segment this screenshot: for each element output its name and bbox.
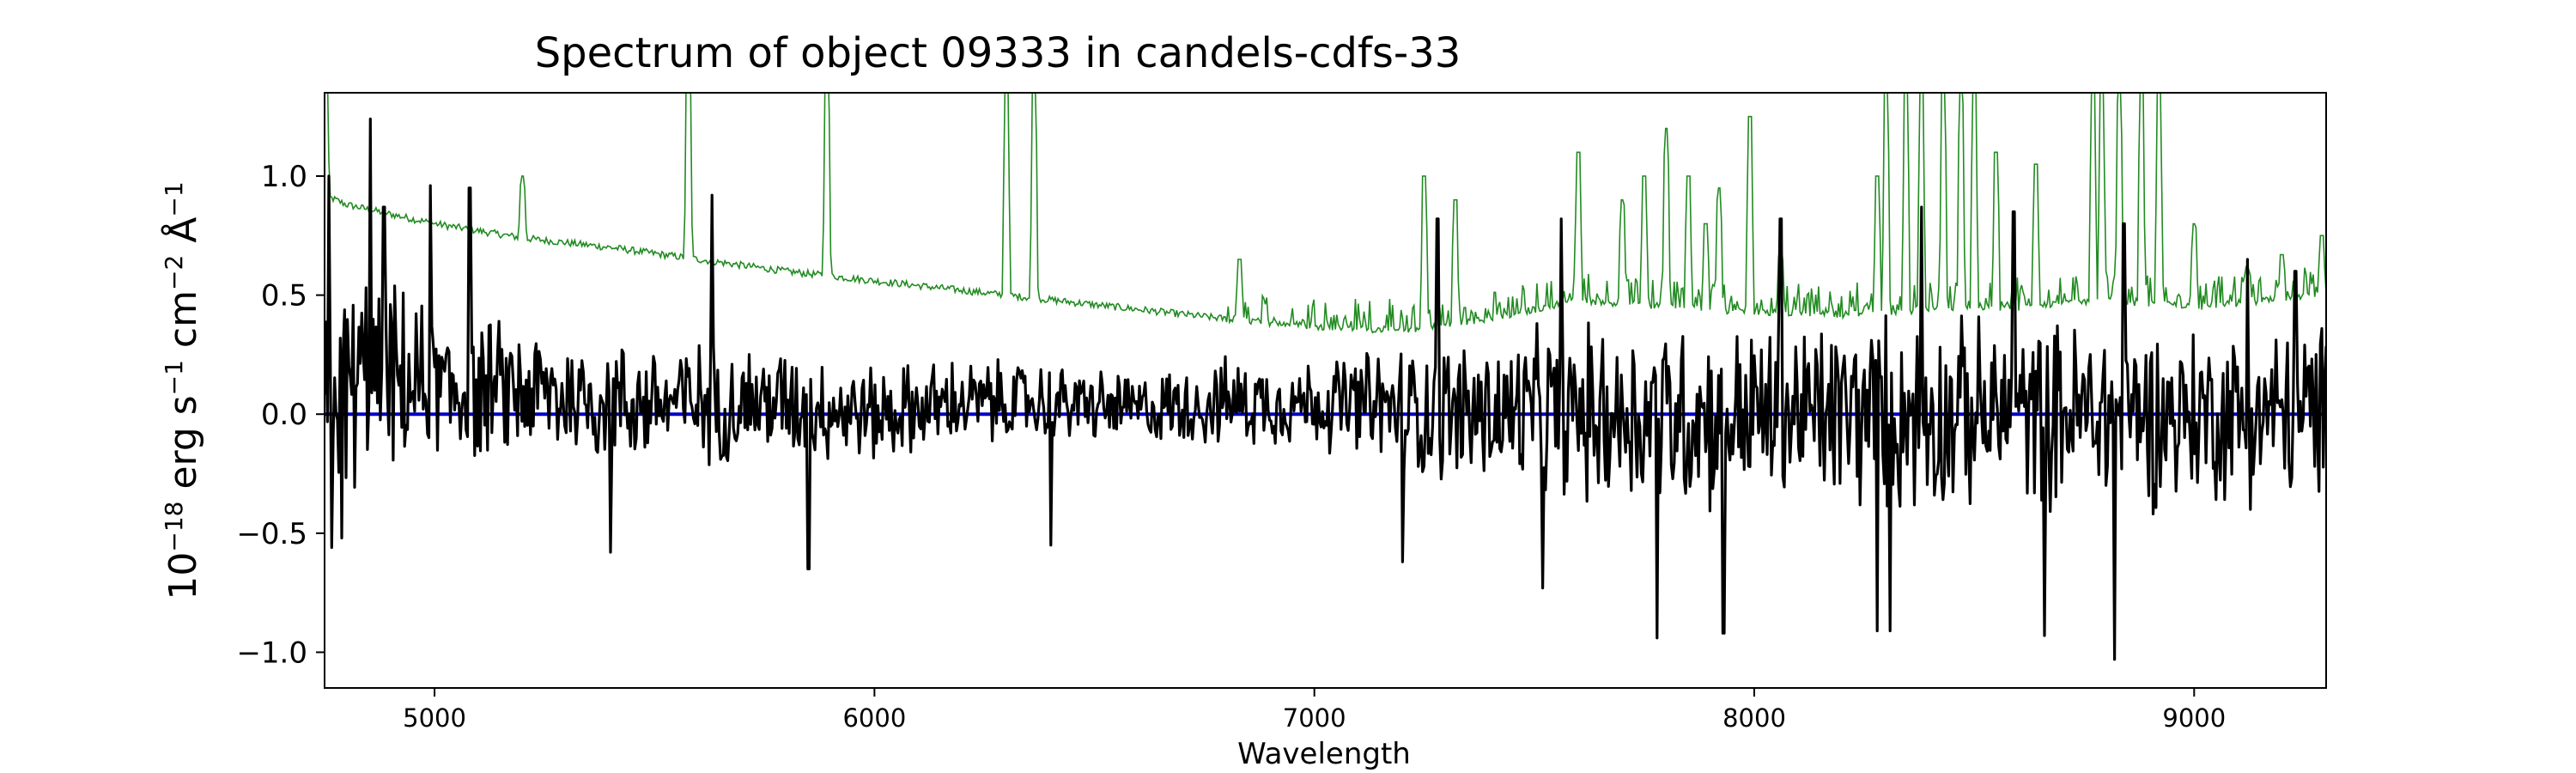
y-axis-label: 10−18 erg s−1 cm−2 Å−1 [160, 181, 206, 600]
x-tick-label: 9000 [2162, 703, 2226, 733]
y-tick-label: 1.0 [261, 160, 307, 194]
y-label-exp2: −2 [160, 255, 188, 290]
flux-spectrum-line [325, 117, 2326, 661]
y-label-unit3: Å [160, 217, 205, 255]
plot-area [324, 92, 2327, 689]
y-label-base: 10 [161, 552, 205, 600]
y-label-unit1: erg s [161, 395, 205, 501]
y-tick-label: 0.0 [261, 398, 307, 432]
y-tick-label: −0.5 [236, 517, 307, 551]
x-axis-label: Wavelength [1237, 737, 1411, 771]
x-axis-ticks: 5000 6000 7000 8000 9000 [403, 688, 2226, 733]
error-spectrum-line [326, 93, 2326, 334]
x-tick-label: 7000 [1283, 703, 1346, 733]
y-label-exp3: −1 [160, 181, 188, 216]
x-tick-label: 8000 [1722, 703, 1786, 733]
y-tick-label: 0.5 [261, 279, 307, 313]
y-axis-ticks: −1.0 −0.5 0.0 0.5 1.0 [236, 160, 325, 670]
x-tick-label: 6000 [842, 703, 906, 733]
y-tick-label: −1.0 [236, 636, 307, 670]
x-tick-label: 5000 [403, 703, 466, 733]
y-label-exp: −18 [160, 502, 188, 552]
plot-frame [324, 92, 2327, 689]
y-label-exp1: −1 [160, 360, 188, 395]
y-label-unit2: cm [161, 290, 205, 360]
chart-title: Spectrum of object 09333 in candels-cdfs… [535, 29, 1461, 77]
